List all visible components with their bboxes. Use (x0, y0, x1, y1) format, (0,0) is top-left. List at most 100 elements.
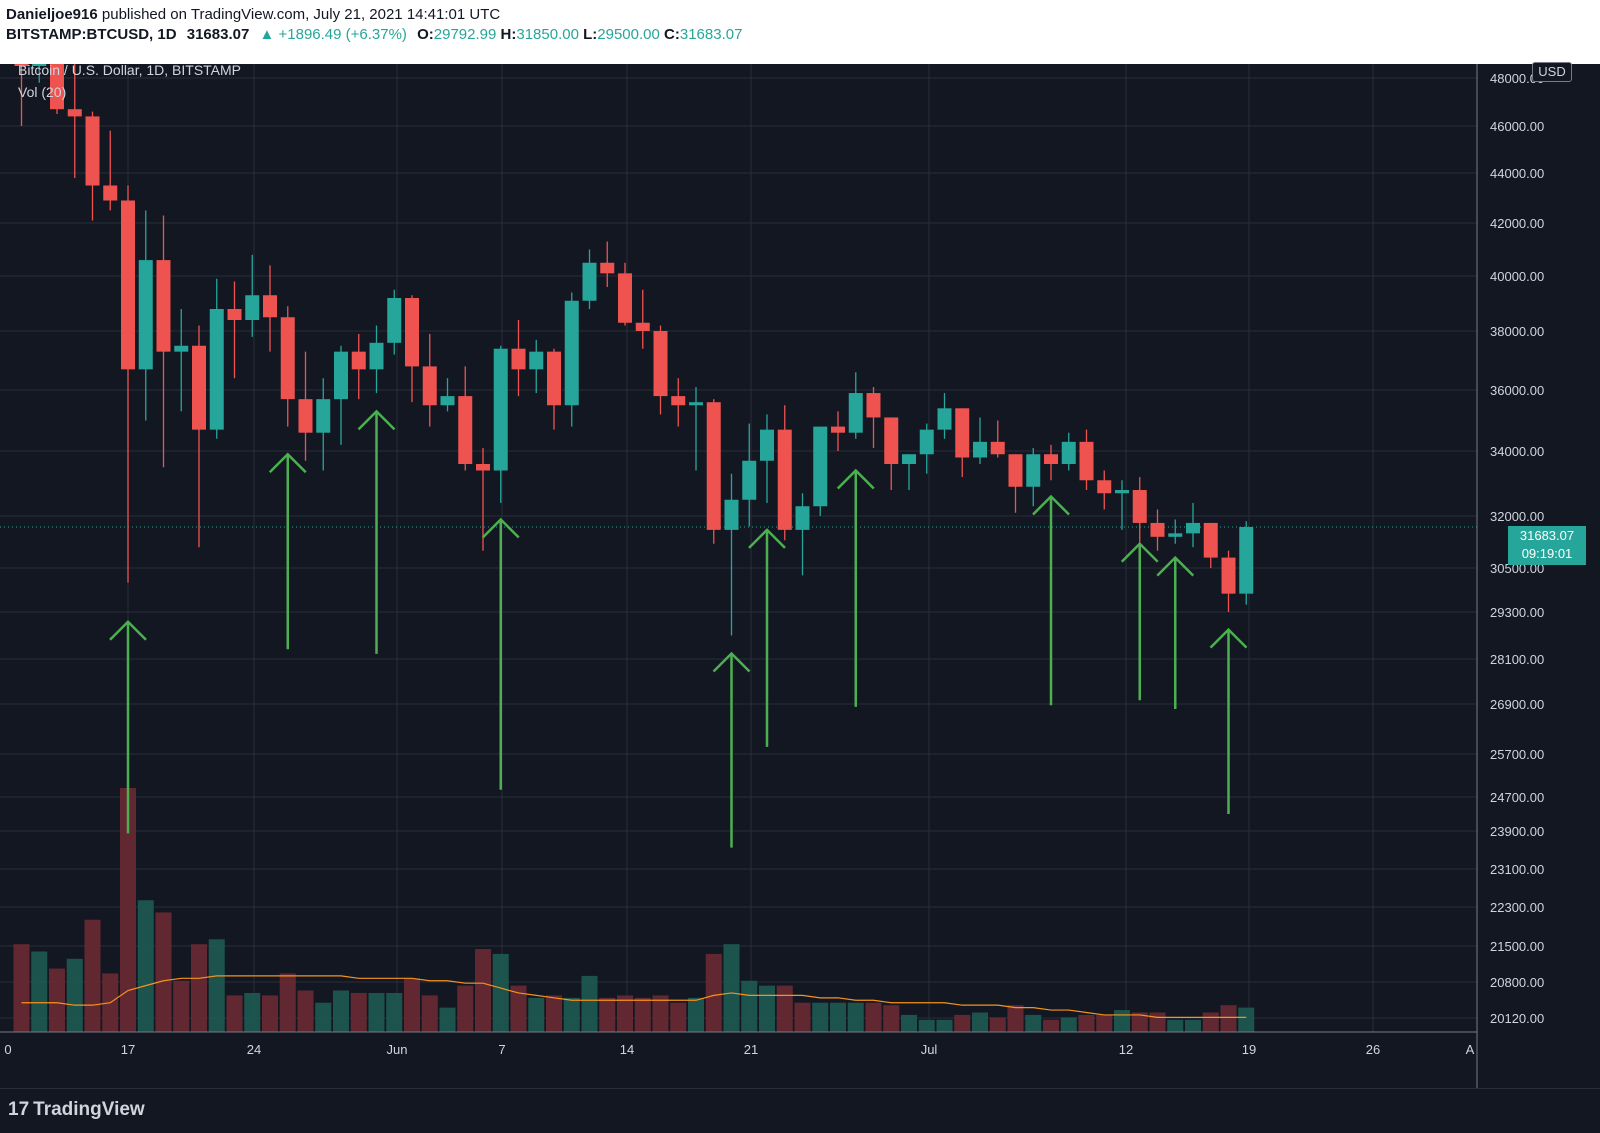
candle-body (369, 342, 384, 370)
arrow-head (1032, 494, 1070, 516)
candle-body (50, 64, 64, 110)
volume-bar (492, 953, 509, 1032)
high-label: H: (500, 26, 517, 43)
volume-bar (226, 995, 243, 1032)
candle (919, 423, 934, 474)
tradingview-logo[interactable]: 17 TradingView (8, 1099, 145, 1121)
candle-body (1061, 441, 1076, 464)
candle-body (689, 402, 703, 406)
volume-bar (279, 973, 296, 1032)
volume-bar (883, 1005, 900, 1032)
candle (1203, 522, 1218, 568)
volume-bar (1025, 1014, 1042, 1032)
candle (369, 325, 384, 394)
candle (405, 295, 419, 403)
volume-bar (1114, 1010, 1130, 1032)
bar-countdown: 09:19:01 (1521, 546, 1573, 561)
symbol-ohlc-line: BITSTAMP:BTCUSD, 1D 31683.07 ▲ +1896.49 … (6, 26, 742, 43)
candle (671, 378, 686, 427)
up-arrow-icon (357, 409, 396, 654)
volume-legend[interactable]: Vol (20) (18, 84, 67, 100)
x-tick-label: 7 (498, 1042, 505, 1057)
last-price-tag-value: 31683.07 (1519, 528, 1575, 543)
x-tick-label: Jul (921, 1042, 938, 1057)
candle-body (1239, 526, 1254, 594)
up-arrow-icon (836, 468, 875, 707)
candle (351, 333, 366, 400)
candle (955, 408, 970, 477)
candle-body (422, 366, 437, 406)
candle-body (156, 260, 171, 352)
candle (1061, 432, 1076, 471)
candle (85, 111, 100, 221)
volume-bar (847, 1002, 864, 1032)
x-tick-label: A (1466, 1042, 1475, 1057)
volume-bar (1202, 1012, 1219, 1032)
candle (777, 405, 792, 541)
candle-body (1203, 522, 1218, 558)
y-tick-label: 42000.00 (1490, 216, 1544, 231)
volume-bar (262, 995, 278, 1032)
candle (334, 345, 348, 445)
x-tick-label: 12 (1119, 1042, 1133, 1057)
arrow-head (836, 468, 875, 490)
candle-body (85, 116, 100, 186)
candle-body (919, 429, 934, 455)
volume-bar (563, 997, 580, 1032)
candle-body (245, 295, 260, 320)
candle (209, 278, 224, 439)
x-tick-label: 19 (1242, 1042, 1256, 1057)
candle-body (298, 399, 313, 433)
candle-body (777, 429, 792, 530)
volume-bar (670, 1002, 687, 1032)
volume-bar (918, 1019, 935, 1032)
y-tick-label: 34000.00 (1490, 444, 1544, 459)
low-value: 29500.00 (597, 26, 660, 43)
candle (937, 393, 952, 439)
chart-legend-title[interactable]: Bitcoin / U.S. Dollar, 1D, BITSTAMP (18, 62, 242, 78)
up-arrow-icon (712, 651, 751, 848)
candle-body (1132, 490, 1147, 523)
volume-bar (350, 992, 367, 1032)
candle-body (955, 408, 970, 458)
candle (67, 64, 82, 178)
volume-ma-line (21, 975, 1247, 1018)
volume-bar (830, 1002, 846, 1032)
volume-bar (31, 951, 48, 1032)
arrow-head (268, 452, 307, 474)
up-arrow-icon (109, 620, 147, 834)
volume-bar (1149, 1012, 1166, 1032)
candle (1150, 509, 1165, 551)
candle (742, 423, 757, 527)
candle-body (209, 309, 224, 430)
candle (689, 387, 703, 471)
candle (724, 473, 739, 636)
y-tick-label: 28100.00 (1490, 652, 1544, 667)
candle-body (671, 396, 686, 406)
volume-bar (581, 975, 598, 1032)
candle-body (706, 402, 721, 530)
candle (706, 399, 721, 544)
up-arrow-icon (1156, 555, 1195, 709)
candle-body (387, 298, 402, 343)
volume-bar (173, 980, 190, 1032)
candle-body (1026, 454, 1041, 487)
candle-body (14, 64, 29, 66)
volume-bar (759, 985, 775, 1032)
candle (103, 130, 118, 211)
candle (1044, 444, 1058, 481)
volume-bar (386, 992, 403, 1032)
volume-bar (439, 1007, 456, 1032)
publisher-name[interactable]: Danieljoe916 (6, 6, 98, 23)
candle-body (582, 262, 597, 301)
candle-body (32, 64, 47, 66)
volume-bar (688, 997, 704, 1032)
axes: 48000.00 46000.00 44000.00 42000.00 40000.00… (0, 64, 1544, 1088)
candlestick-chart[interactable]: 48000.00 46000.00 44000.00 42000.00 40000.00… (0, 64, 1600, 1088)
volume-bar (404, 978, 420, 1032)
arrow-head (1209, 627, 1248, 649)
volume-bar (989, 1017, 1006, 1032)
currency-badge[interactable]: USD (1532, 62, 1572, 82)
volume-bar (972, 1012, 988, 1032)
volume-bar (333, 990, 349, 1032)
